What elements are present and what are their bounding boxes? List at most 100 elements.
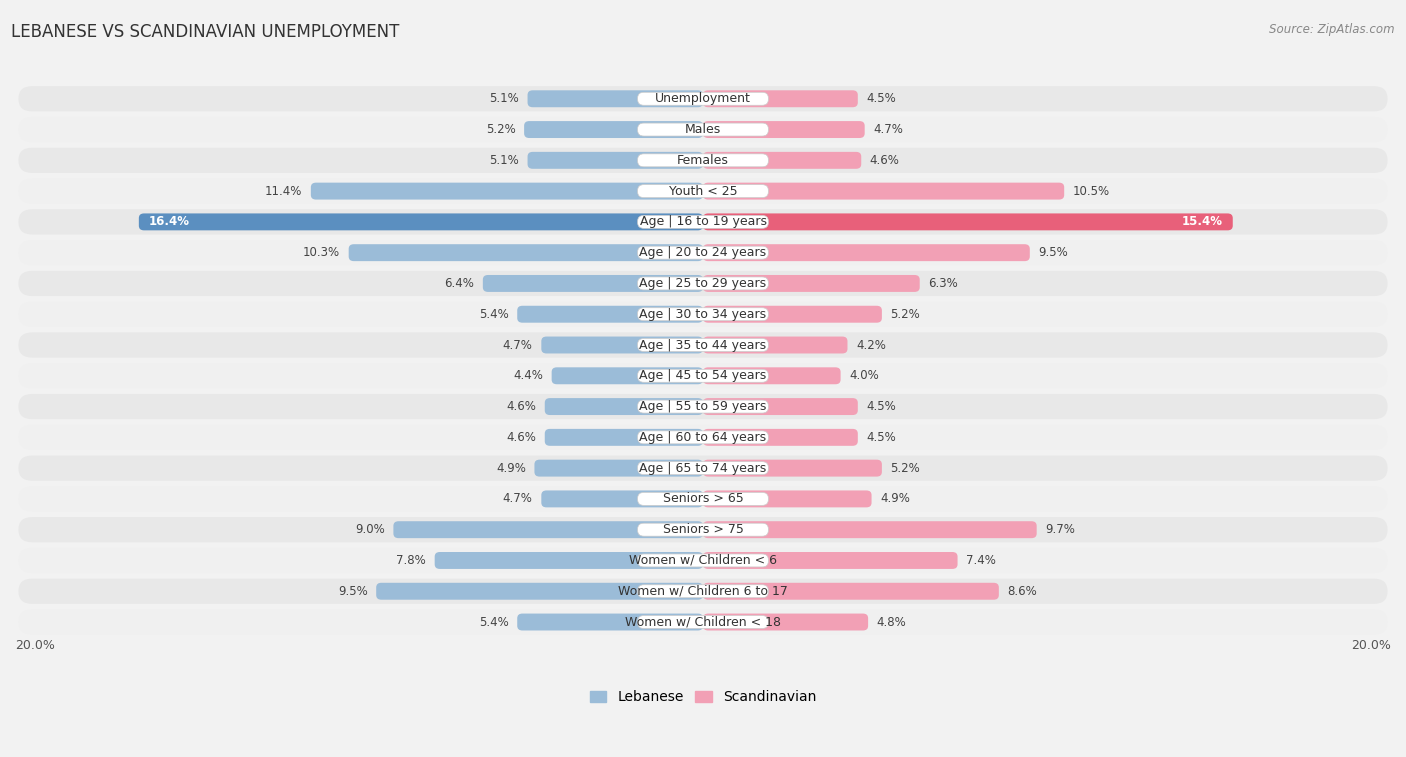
FancyBboxPatch shape — [638, 584, 768, 598]
FancyBboxPatch shape — [544, 398, 703, 415]
Text: Women w/ Children < 6: Women w/ Children < 6 — [628, 554, 778, 567]
FancyBboxPatch shape — [638, 154, 768, 167]
Text: 7.4%: 7.4% — [966, 554, 995, 567]
Text: 10.3%: 10.3% — [302, 246, 340, 259]
FancyBboxPatch shape — [638, 523, 768, 536]
Text: 4.2%: 4.2% — [856, 338, 886, 351]
FancyBboxPatch shape — [703, 152, 862, 169]
Text: 4.9%: 4.9% — [880, 492, 910, 506]
FancyBboxPatch shape — [18, 117, 1388, 142]
Text: Males: Males — [685, 123, 721, 136]
FancyBboxPatch shape — [703, 459, 882, 477]
Legend: Lebanese, Scandinavian: Lebanese, Scandinavian — [589, 690, 817, 704]
FancyBboxPatch shape — [517, 614, 703, 631]
FancyBboxPatch shape — [703, 121, 865, 138]
Text: 4.9%: 4.9% — [496, 462, 526, 475]
Text: LEBANESE VS SCANDINAVIAN UNEMPLOYMENT: LEBANESE VS SCANDINAVIAN UNEMPLOYMENT — [11, 23, 399, 41]
FancyBboxPatch shape — [703, 398, 858, 415]
FancyBboxPatch shape — [703, 275, 920, 292]
Text: 4.0%: 4.0% — [849, 369, 879, 382]
FancyBboxPatch shape — [551, 367, 703, 385]
Text: 4.7%: 4.7% — [503, 492, 533, 506]
Text: 11.4%: 11.4% — [264, 185, 302, 198]
FancyBboxPatch shape — [638, 462, 768, 475]
Text: 5.4%: 5.4% — [479, 615, 509, 628]
FancyBboxPatch shape — [638, 615, 768, 628]
Text: 4.4%: 4.4% — [513, 369, 543, 382]
FancyBboxPatch shape — [18, 548, 1388, 573]
Text: Seniors > 65: Seniors > 65 — [662, 492, 744, 506]
FancyBboxPatch shape — [377, 583, 703, 600]
FancyBboxPatch shape — [638, 277, 768, 290]
FancyBboxPatch shape — [638, 185, 768, 198]
FancyBboxPatch shape — [638, 493, 768, 506]
FancyBboxPatch shape — [703, 583, 998, 600]
FancyBboxPatch shape — [638, 123, 768, 136]
Text: 5.2%: 5.2% — [890, 462, 921, 475]
FancyBboxPatch shape — [638, 338, 768, 351]
FancyBboxPatch shape — [18, 332, 1388, 357]
Text: Youth < 25: Youth < 25 — [669, 185, 737, 198]
FancyBboxPatch shape — [18, 240, 1388, 265]
Text: 4.6%: 4.6% — [870, 154, 900, 167]
FancyBboxPatch shape — [18, 609, 1388, 634]
Text: 5.4%: 5.4% — [479, 308, 509, 321]
Text: 10.5%: 10.5% — [1073, 185, 1109, 198]
FancyBboxPatch shape — [18, 148, 1388, 173]
Text: 4.8%: 4.8% — [877, 615, 907, 628]
FancyBboxPatch shape — [638, 554, 768, 567]
FancyBboxPatch shape — [18, 456, 1388, 481]
Text: 15.4%: 15.4% — [1181, 216, 1222, 229]
Text: 4.5%: 4.5% — [866, 431, 896, 444]
FancyBboxPatch shape — [703, 429, 858, 446]
FancyBboxPatch shape — [527, 152, 703, 169]
Text: Females: Females — [678, 154, 728, 167]
FancyBboxPatch shape — [18, 517, 1388, 542]
FancyBboxPatch shape — [18, 425, 1388, 450]
Text: Age | 25 to 29 years: Age | 25 to 29 years — [640, 277, 766, 290]
Text: 20.0%: 20.0% — [1351, 639, 1391, 652]
Text: 5.2%: 5.2% — [890, 308, 921, 321]
FancyBboxPatch shape — [18, 86, 1388, 111]
FancyBboxPatch shape — [703, 337, 848, 354]
FancyBboxPatch shape — [541, 337, 703, 354]
FancyBboxPatch shape — [18, 578, 1388, 604]
FancyBboxPatch shape — [524, 121, 703, 138]
FancyBboxPatch shape — [703, 90, 858, 107]
FancyBboxPatch shape — [638, 308, 768, 321]
FancyBboxPatch shape — [638, 92, 768, 105]
FancyBboxPatch shape — [703, 182, 1064, 200]
FancyBboxPatch shape — [311, 182, 703, 200]
Text: Age | 45 to 54 years: Age | 45 to 54 years — [640, 369, 766, 382]
FancyBboxPatch shape — [18, 271, 1388, 296]
FancyBboxPatch shape — [638, 216, 768, 229]
Text: Unemployment: Unemployment — [655, 92, 751, 105]
FancyBboxPatch shape — [703, 245, 1029, 261]
FancyBboxPatch shape — [394, 522, 703, 538]
Text: 4.5%: 4.5% — [866, 400, 896, 413]
FancyBboxPatch shape — [638, 400, 768, 413]
Text: 4.7%: 4.7% — [873, 123, 903, 136]
FancyBboxPatch shape — [139, 213, 703, 230]
FancyBboxPatch shape — [703, 552, 957, 569]
Text: 6.3%: 6.3% — [928, 277, 957, 290]
Text: Age | 35 to 44 years: Age | 35 to 44 years — [640, 338, 766, 351]
FancyBboxPatch shape — [703, 522, 1036, 538]
FancyBboxPatch shape — [703, 213, 1233, 230]
Text: 9.5%: 9.5% — [337, 584, 367, 598]
FancyBboxPatch shape — [703, 306, 882, 322]
Text: 5.2%: 5.2% — [485, 123, 516, 136]
Text: Age | 55 to 59 years: Age | 55 to 59 years — [640, 400, 766, 413]
Text: 9.7%: 9.7% — [1045, 523, 1076, 536]
Text: Age | 16 to 19 years: Age | 16 to 19 years — [640, 216, 766, 229]
FancyBboxPatch shape — [517, 306, 703, 322]
FancyBboxPatch shape — [18, 394, 1388, 419]
FancyBboxPatch shape — [638, 369, 768, 382]
Text: Seniors > 75: Seniors > 75 — [662, 523, 744, 536]
Text: Age | 65 to 74 years: Age | 65 to 74 years — [640, 462, 766, 475]
Text: Source: ZipAtlas.com: Source: ZipAtlas.com — [1270, 23, 1395, 36]
FancyBboxPatch shape — [703, 614, 868, 631]
FancyBboxPatch shape — [18, 301, 1388, 327]
Text: Age | 20 to 24 years: Age | 20 to 24 years — [640, 246, 766, 259]
FancyBboxPatch shape — [482, 275, 703, 292]
